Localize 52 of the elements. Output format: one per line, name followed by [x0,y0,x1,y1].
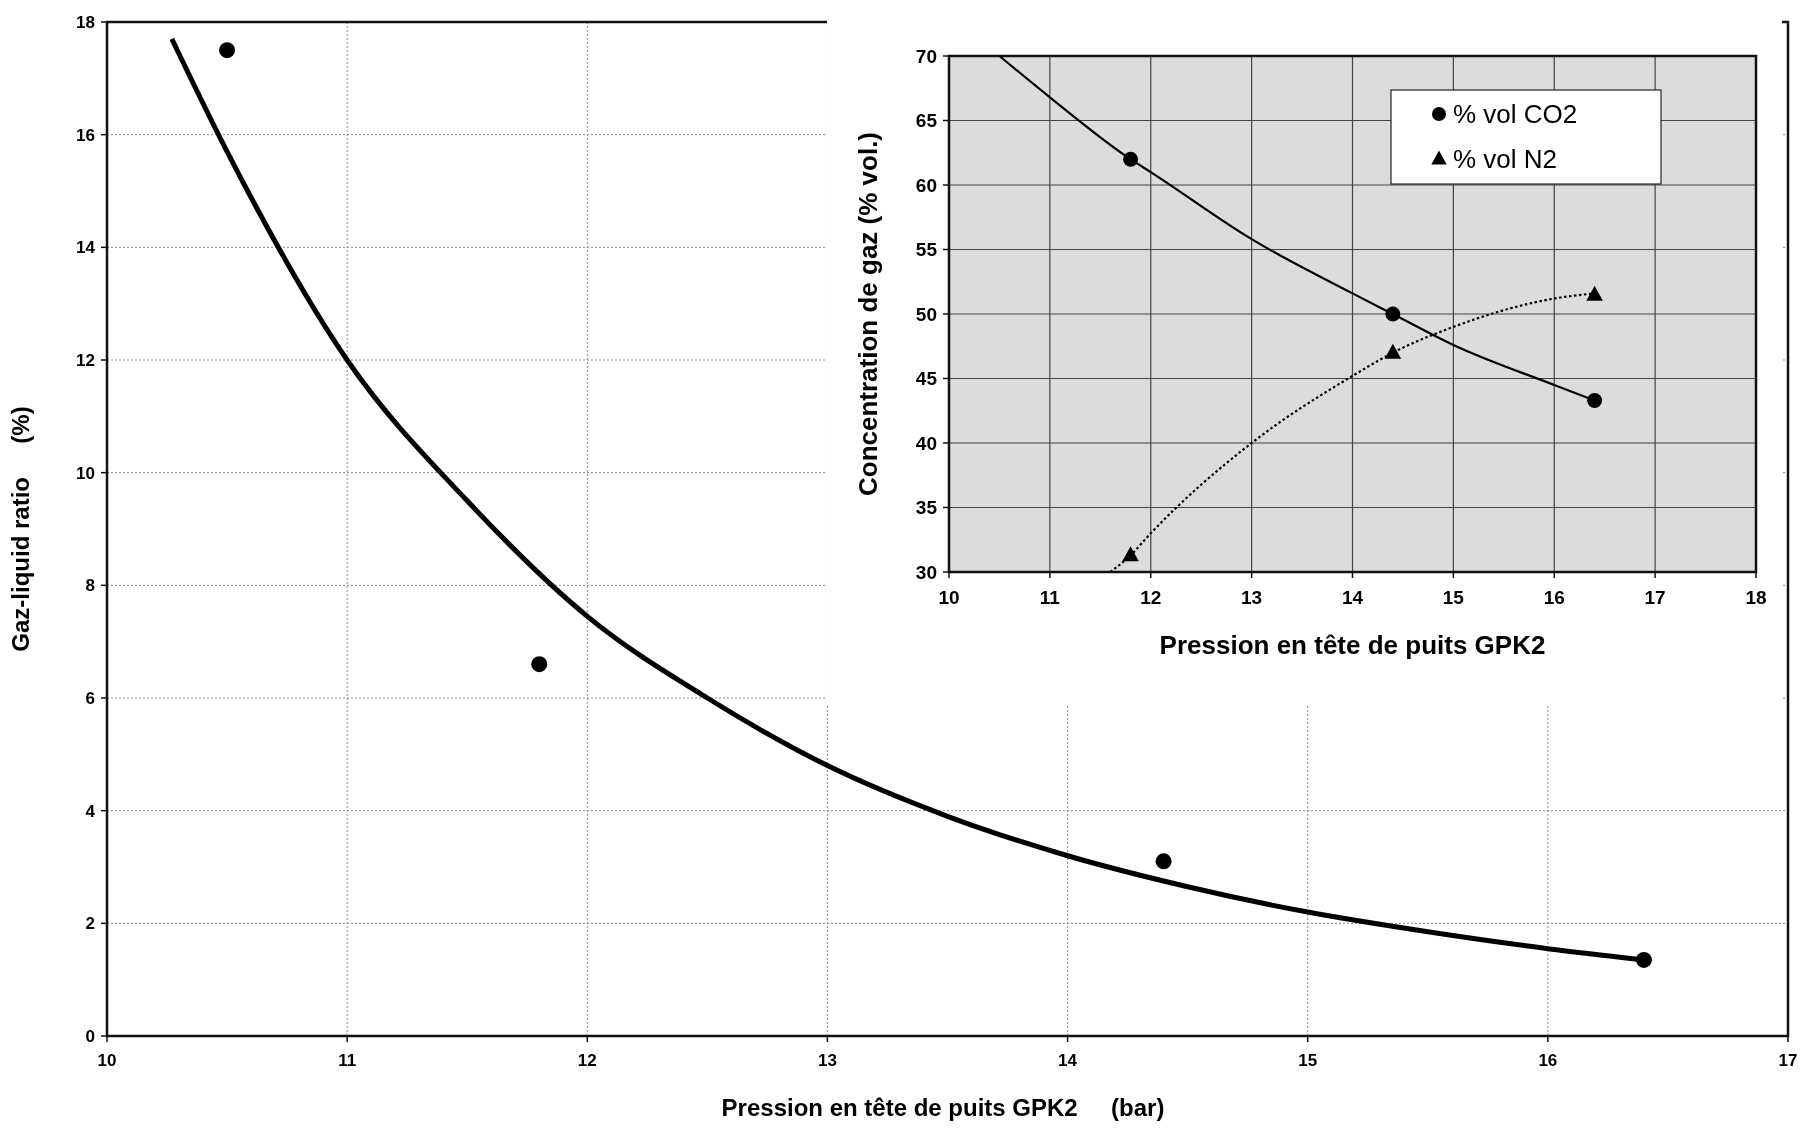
x-tick-label: 15 [1442,587,1465,608]
x-tick-label: 13 [1241,587,1263,608]
y-tick-label: 45 [915,368,938,390]
point [1384,343,1402,359]
y-tick-label: 16 [76,125,95,145]
point [1122,546,1139,562]
y-tick-label: 55 [915,239,938,261]
x-tick-label: 14 [1058,1051,1078,1070]
point [1155,853,1172,870]
y-tick-label: 60 [915,174,937,196]
x-tick-label: 13 [817,1051,837,1070]
y-tick-label: 70 [915,45,937,67]
point [219,42,236,59]
x-tick-label: 10 [97,1051,117,1070]
y-tick-label: 35 [915,497,938,519]
point [1385,306,1401,322]
y-tick-label: 40 [915,432,937,454]
y-tick-label: 14 [76,238,96,258]
y-tick-label: 10 [76,463,95,483]
y-tick-label: 4 [85,801,96,821]
point [1587,392,1603,408]
y-tick-label: 65 [915,110,938,132]
x-tick-label: 16 [1543,587,1565,608]
point [1123,151,1139,167]
y-tick-label: 0 [85,1026,95,1046]
y-tick-label: 50 [915,303,937,325]
x-tick-label: 10 [938,587,960,608]
legend-label: % vol CO2 [1453,99,1578,130]
point [531,656,548,673]
x-axis-title: Pression en tête de puits GPK2 (bar) [721,1094,1165,1121]
x-tick-label: 15 [1298,1051,1318,1070]
x-tick-label: 11 [338,1051,357,1070]
x-tick-label: 11 [1039,587,1061,608]
point [1586,285,1603,301]
x-axis-title: Pression en tête de puits GPK2 [1159,630,1546,660]
y-tick-label: 12 [76,350,95,370]
y-tick-label: 18 [76,12,95,32]
y-tick-label: 8 [85,576,95,596]
y-tick-label: 6 [85,688,95,708]
x-tick-label: 17 [1778,1051,1798,1070]
x-tick-label: 18 [1745,587,1767,608]
y-axis-title: Concentration de gaz (% vol.) [853,131,883,497]
x-tick-label: 12 [1140,587,1162,608]
x-tick-label: 16 [1538,1051,1558,1070]
x-tick-label: 17 [1644,587,1666,608]
x-tick-label: 12 [577,1051,597,1070]
x-tick-label: 14 [1341,587,1364,608]
y-axis-title: Gaz-liquid ratio (%) [7,406,34,652]
legend-label: % vol N2 [1453,144,1558,175]
y-tick-label: 2 [85,914,95,934]
point [1635,951,1652,968]
y-tick-label: 30 [915,561,937,583]
